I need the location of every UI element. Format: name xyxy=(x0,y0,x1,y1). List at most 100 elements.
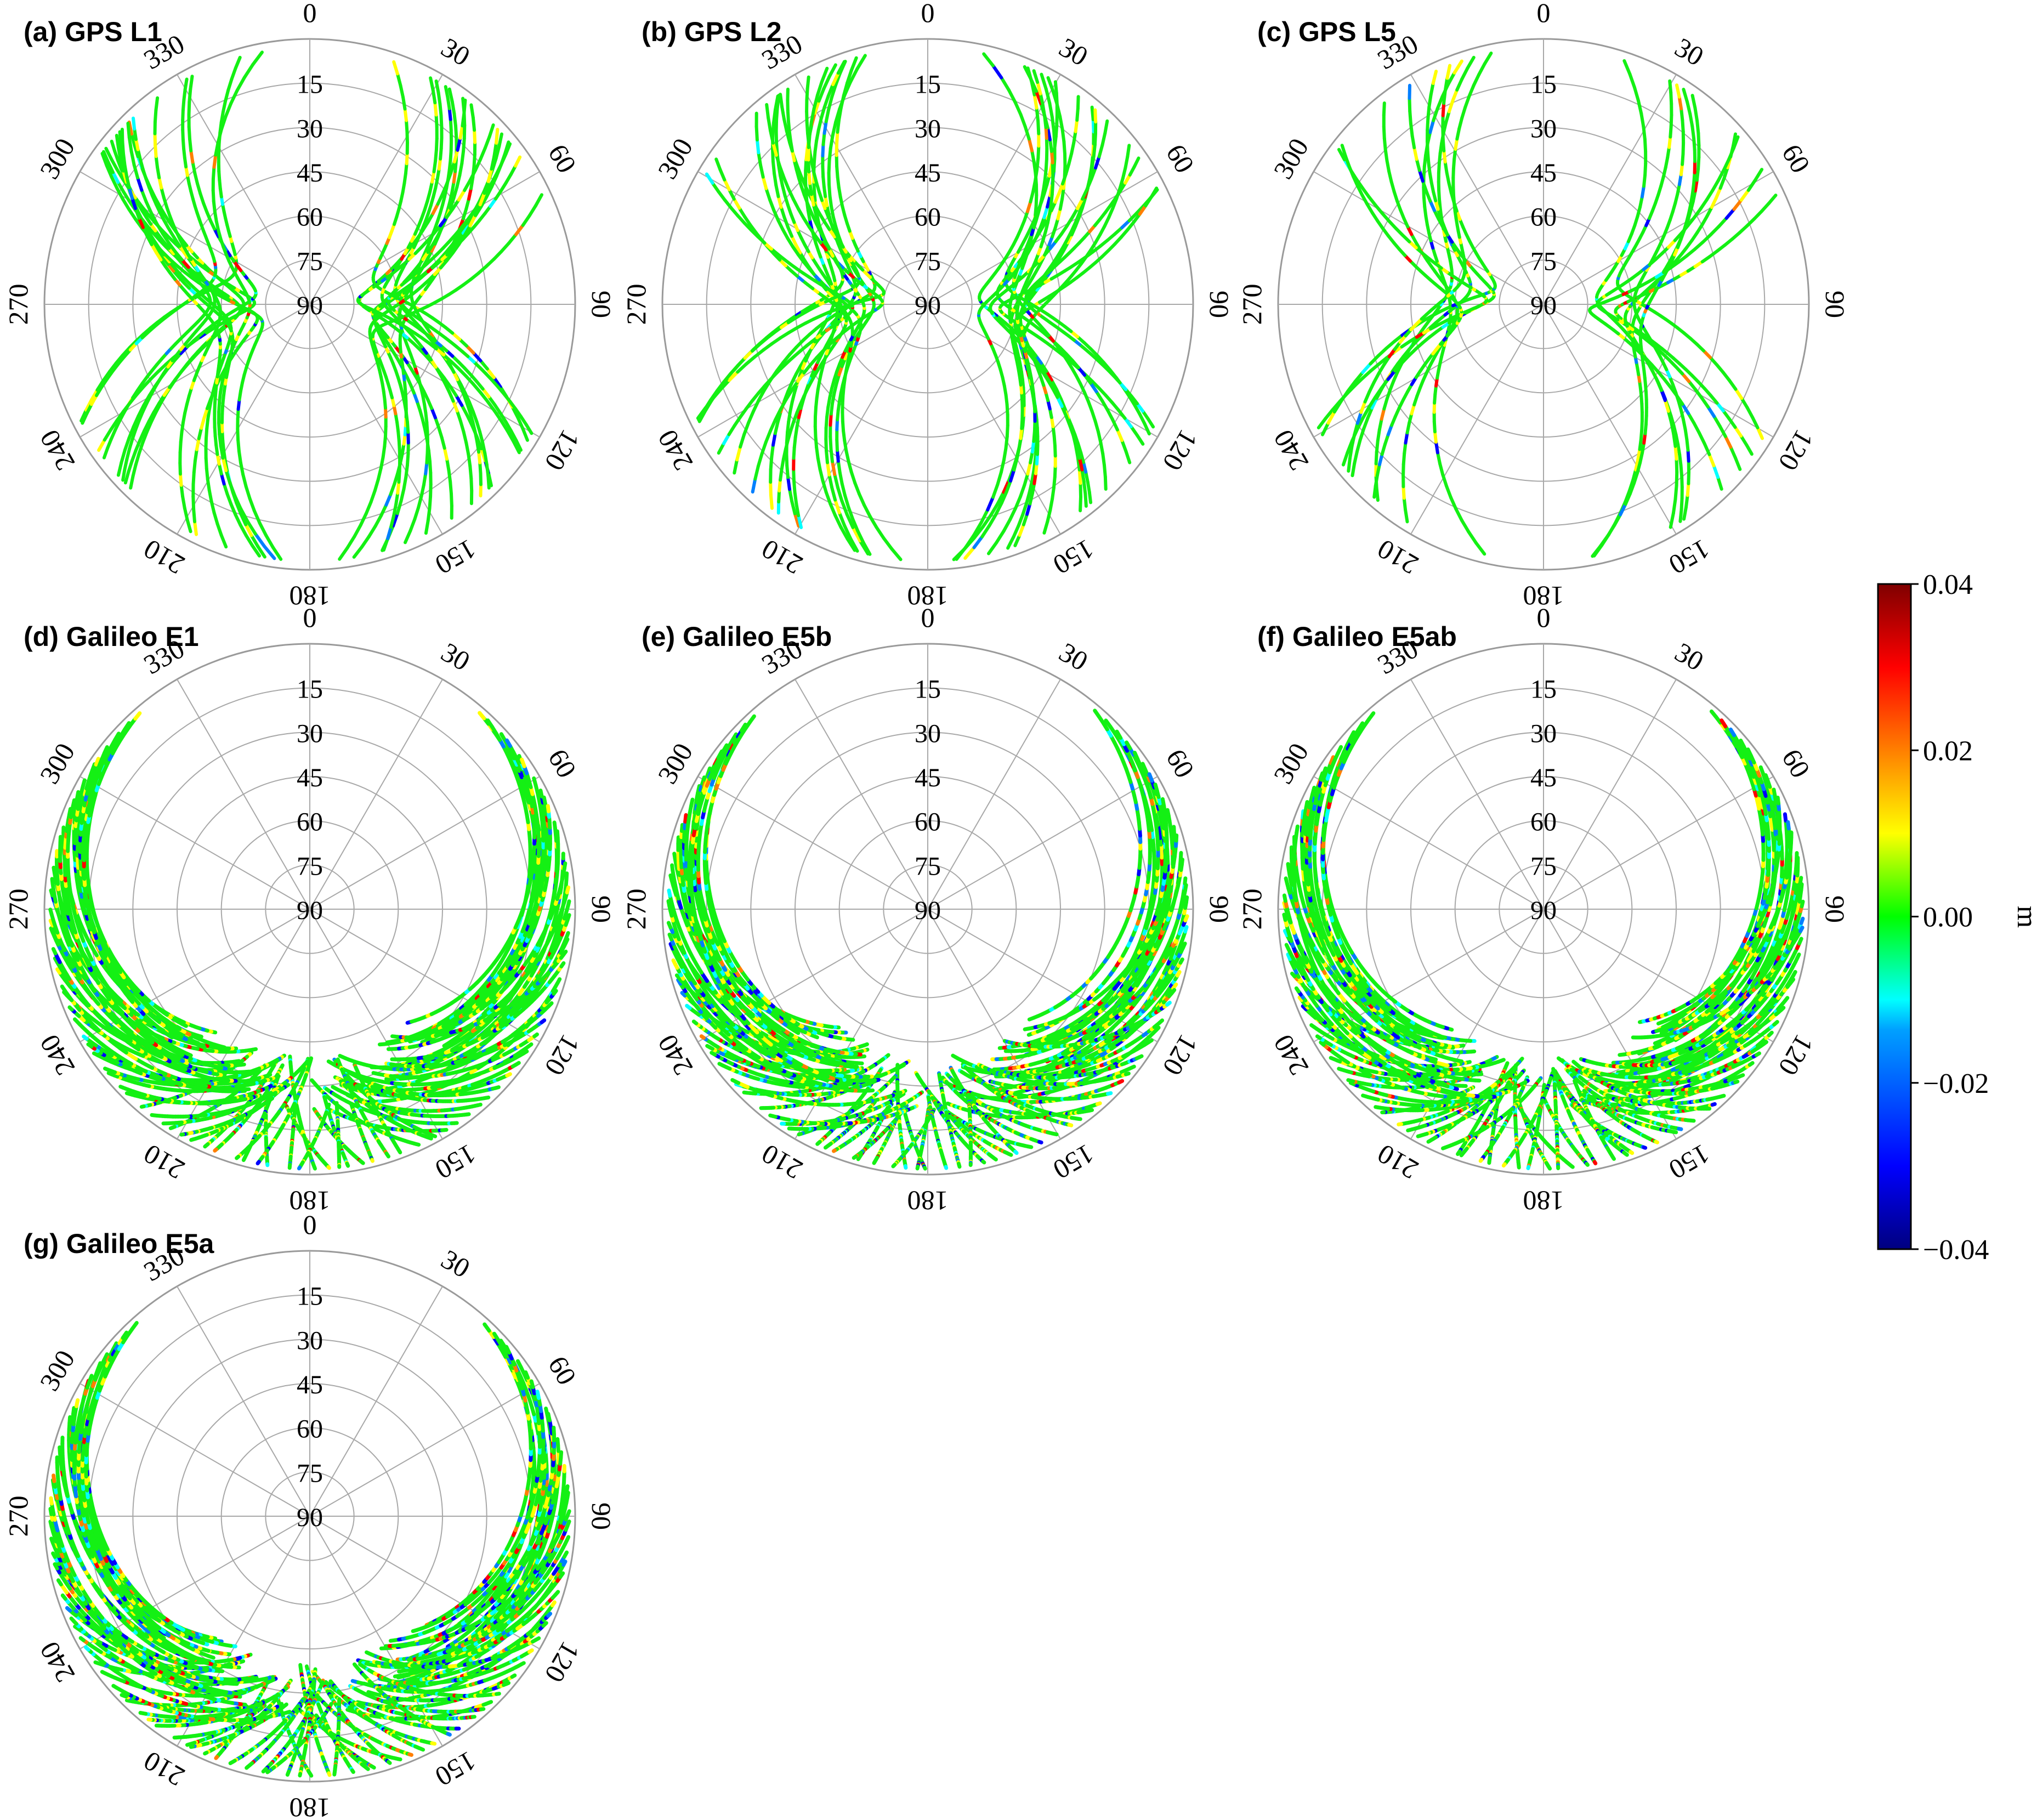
track-segment xyxy=(747,409,756,424)
track-segment xyxy=(97,438,106,452)
track-segment xyxy=(827,159,831,175)
track-segment xyxy=(486,167,493,183)
azimuth-tick-label: 270 xyxy=(621,284,651,325)
track-segment xyxy=(1121,166,1127,180)
track-segment xyxy=(1670,421,1676,436)
track-segment xyxy=(1132,156,1141,168)
track-segment xyxy=(808,120,813,137)
track-segment xyxy=(1460,519,1471,534)
track-segment xyxy=(456,136,462,152)
track-segment xyxy=(1029,450,1034,464)
track-segment xyxy=(395,72,402,88)
track-segment xyxy=(534,193,543,207)
track-segment xyxy=(1712,415,1722,428)
track-segment xyxy=(1696,132,1701,148)
track-segment xyxy=(1032,93,1039,110)
track-segment xyxy=(102,150,110,164)
track-segment xyxy=(425,438,430,452)
track-segment xyxy=(1350,433,1357,449)
track-segment xyxy=(804,158,808,173)
track-segment xyxy=(1099,440,1105,456)
elevation-tick-label: 30 xyxy=(915,114,941,143)
track-segment xyxy=(1463,94,1471,109)
elevation-tick-label: 45 xyxy=(915,158,941,188)
track-segment xyxy=(123,163,129,179)
track-segment xyxy=(1013,533,1022,547)
track-segment xyxy=(455,174,462,189)
track-segment xyxy=(1091,118,1096,134)
track-segment xyxy=(829,412,833,427)
track-segment xyxy=(821,479,828,494)
track-segment xyxy=(822,94,830,109)
track-segment xyxy=(458,162,464,177)
track-segment xyxy=(458,124,464,140)
track-segment xyxy=(1012,524,1020,539)
track-segment xyxy=(827,96,833,112)
track-segment xyxy=(364,500,373,515)
azimuth-tick-label: 300 xyxy=(651,133,699,184)
track-segment xyxy=(434,137,439,152)
track-segment xyxy=(795,502,801,518)
track-segment xyxy=(1467,530,1478,545)
track-segment xyxy=(1094,155,1101,170)
track-segment xyxy=(1678,508,1683,523)
track-segment xyxy=(437,426,444,439)
track-segment xyxy=(1058,115,1064,131)
track-segment xyxy=(248,497,256,513)
track-segment xyxy=(433,416,440,429)
track-segment xyxy=(1451,88,1459,103)
track-segment xyxy=(1040,72,1048,90)
track-segment xyxy=(1082,480,1087,496)
track-segment xyxy=(821,143,825,158)
track-segment xyxy=(462,137,466,153)
track-segment xyxy=(212,153,218,169)
track-segment xyxy=(419,483,425,498)
track-segment xyxy=(236,438,241,453)
track-segment xyxy=(1402,496,1408,512)
track-segment xyxy=(469,477,474,493)
track-segment xyxy=(405,452,410,467)
track-segment xyxy=(771,432,777,447)
track-segment xyxy=(1724,207,1736,220)
track-segment xyxy=(1711,178,1720,192)
track-segment xyxy=(827,146,832,163)
track-segment xyxy=(481,440,487,455)
track-segment xyxy=(134,452,141,467)
track-segment xyxy=(360,535,371,549)
track-segment xyxy=(384,492,393,507)
track-segment xyxy=(1409,122,1414,138)
track-segment xyxy=(129,474,135,490)
elevation-tick-label: 90 xyxy=(1530,291,1557,320)
track-segment xyxy=(999,458,1006,474)
track-segment xyxy=(829,133,835,150)
azimuth-tick-label: 240 xyxy=(1267,425,1314,476)
track-segment xyxy=(760,440,768,456)
track-segment xyxy=(782,176,791,191)
azimuth-tick-label: 210 xyxy=(1372,534,1423,581)
track-segment xyxy=(449,480,453,496)
track-segment xyxy=(764,186,771,201)
track-segment xyxy=(1097,143,1104,158)
track-segment xyxy=(1643,137,1648,154)
track-segment xyxy=(1455,77,1464,92)
azimuth-tick-label: 150 xyxy=(1048,534,1099,581)
track-segment xyxy=(1000,76,1011,92)
track-segment xyxy=(353,523,362,538)
track-segment xyxy=(211,165,216,181)
track-segment xyxy=(792,479,797,494)
track-segment xyxy=(191,495,196,511)
track-segment xyxy=(838,94,847,111)
track-segment xyxy=(1111,418,1119,432)
track-segment xyxy=(751,477,757,494)
track-segment xyxy=(187,125,191,141)
track-segment xyxy=(404,463,409,479)
track-segment xyxy=(826,461,831,477)
track-segment xyxy=(1034,168,1039,183)
azimuth-tick-label: 0 xyxy=(303,0,317,28)
track-segment xyxy=(1441,138,1446,152)
track-segment xyxy=(1036,144,1041,160)
azimuth-tick-label: 30 xyxy=(1054,32,1093,72)
track-segment xyxy=(434,148,438,163)
track-segment xyxy=(771,121,775,138)
track-segment xyxy=(405,118,409,133)
